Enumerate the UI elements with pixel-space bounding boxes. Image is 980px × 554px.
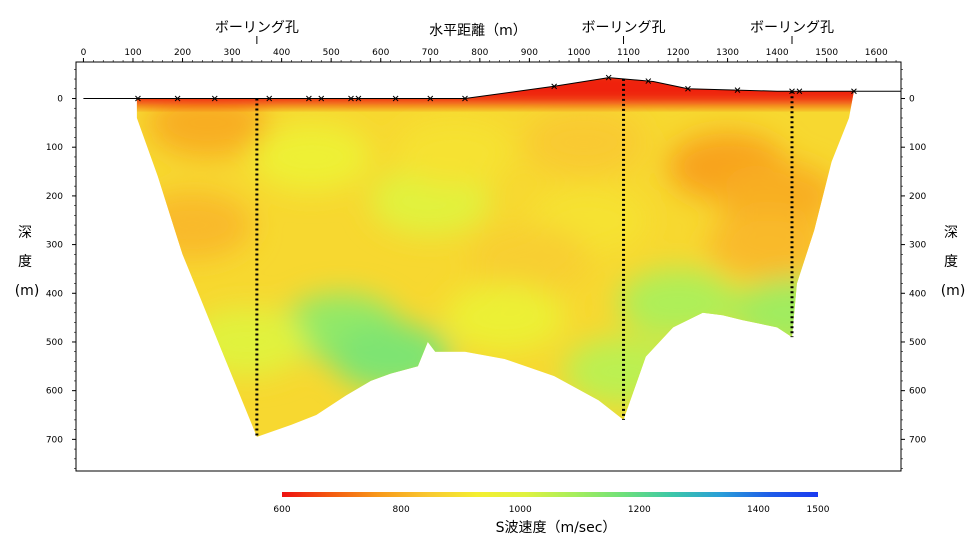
colorbar-title: S波速度（m/sec） [496,520,617,536]
y-tick-label-right: 600 [909,387,926,397]
y-axis-title-left-1: 深 [18,225,32,241]
velocity-cell [186,307,307,376]
velocity-cell [707,210,828,279]
geophone-marker [645,78,652,84]
y-tick-label-left: 400 [46,289,63,299]
x-tick-label: 500 [323,48,340,58]
near-surface-low-velocity-layer [136,77,854,105]
y-tick-label-right: 500 [909,338,926,348]
geophone-marker [211,95,218,102]
y-tick-label-right: 400 [909,289,926,299]
x-tick-label: 600 [372,48,389,58]
colorbar-tick-label: 800 [393,505,410,515]
x-axis-title: 水平距離（m） [429,22,527,39]
y-tick-label-right: 700 [909,435,926,445]
x-tick-label: 300 [223,48,240,58]
y-tick-label-left: 600 [46,387,63,397]
colorbar-tick-label: 1200 [628,505,651,515]
x-tick-label: 1100 [617,48,640,58]
geophone-marker [462,95,468,102]
borehole-label: ボーリング孔 [215,20,299,36]
velocity-cell [330,322,451,391]
x-tick-label: 0 [81,48,87,58]
plot-frame [75,61,902,472]
x-axis: 0 100 200 300 400 500 600 700 800 900 1000 1100 1200… [81,48,897,62]
borehole-label: ボーリング孔 [750,20,834,36]
velocity-cell [444,283,565,352]
x-tick-label: 100 [124,48,141,58]
colorbar-ticks: 600 800 1000 1200 1400 1500 [273,505,829,515]
velocity-cell [618,269,739,338]
geophone-marker [135,95,141,102]
geophone-marker [348,95,354,102]
y-axis-title-left-3: (m) [15,283,40,299]
geophone-marker [605,74,612,81]
x-tick-label: 1300 [716,48,739,58]
x-tick-label: 1600 [865,48,888,58]
geophone-marker [174,95,181,102]
geophone-marker [306,95,312,102]
y-axis: 0 0 100 100 200 200 300 300 400 400 500 500 600 600 70… [46,69,926,469]
geophone-marker [734,87,741,93]
x-tick-label: 900 [521,48,538,58]
x-tick-label: 1000 [567,48,590,58]
velocity-anomalies [136,88,852,406]
y-axis-title-left-2: 度 [18,254,32,270]
x-tick-label: 400 [273,48,290,58]
y-axis-title-right-1: 深 [944,225,958,241]
velocity-cell [395,118,516,187]
y-tick-label-left: 0 [57,95,63,105]
y-tick-label-left: 700 [46,435,63,445]
colorbar-tick-label: 600 [273,505,290,515]
x-tick-label: 800 [471,48,488,58]
y-tick-label-right: 100 [909,143,926,153]
y-tick-label-right: 0 [909,95,915,105]
y-axis-title-right-2: 度 [944,254,958,270]
velocity-cell [136,191,253,260]
x-tick-label: 1400 [766,48,789,58]
borehole-label: ボーリング孔 [582,20,666,36]
y-tick-label-right: 300 [909,241,926,251]
colorbar-tick-label: 1400 [747,505,770,515]
y-tick-label-left: 500 [46,338,63,348]
geophone-marker [355,95,362,102]
velocity-cell [251,122,372,191]
x-tick-label: 700 [422,48,439,58]
colorbar-tick-label: 1000 [509,505,532,515]
velocity-cell [523,108,644,177]
geophone-marker [427,95,434,102]
velocity-section [136,77,854,437]
geophone-marker [318,95,325,102]
y-tick-label-left: 200 [46,192,63,202]
geophone-markers [135,74,857,102]
geophone-marker [266,95,273,102]
y-tick-label-left: 300 [46,241,63,251]
y-tick-label-right: 200 [909,192,926,202]
y-tick-label-left: 100 [46,143,63,153]
x-tick-label: 1500 [815,48,838,58]
geophone-marker [851,88,857,95]
x-tick-label: 1200 [667,48,690,58]
geophone-marker [685,85,691,92]
velocity-cell [469,225,590,294]
velocity-cell [147,88,268,157]
x-tick-label: 200 [174,48,191,58]
colorbar-tick-label: 1500 [807,505,830,515]
borehole-lines: ボーリング孔 ボーリング孔 ボーリング孔 [215,20,834,437]
y-axis-title-right-3: (m) [941,283,966,299]
colorbar [282,492,818,497]
geophone-marker [796,88,803,95]
geophone-marker [551,83,558,90]
geophone-marker [392,95,399,102]
